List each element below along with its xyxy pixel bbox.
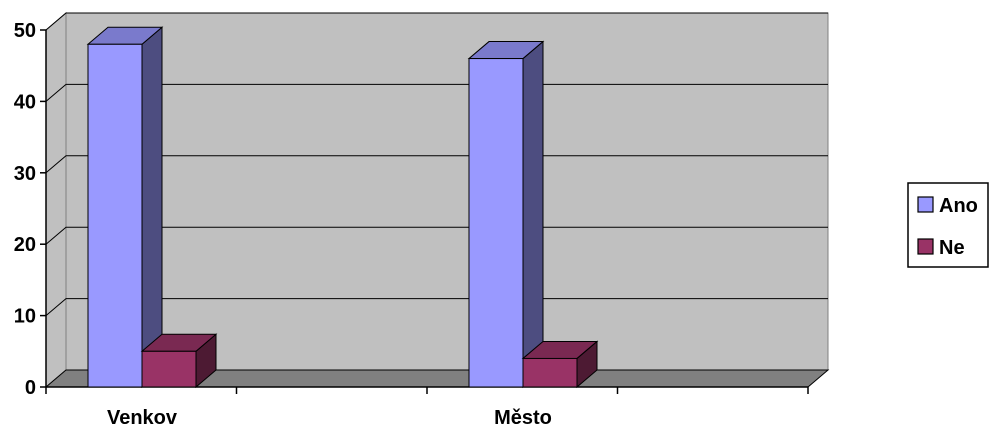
gridline-30	[45, 155, 828, 174]
side-wall	[45, 11, 67, 389]
category-label-0: Venkov	[107, 407, 178, 429]
axis-labels: 0 10 20 30 40 50 Venkov Město	[14, 20, 552, 429]
back-wall	[65, 12, 829, 371]
y-tick-label-0: 0	[25, 377, 36, 399]
bar-ne-1	[522, 357, 578, 388]
y-tick-label-10: 10	[14, 306, 36, 328]
legend-label-ne: Ne	[939, 237, 965, 259]
bar-ne-0	[141, 350, 197, 388]
gridline-10	[45, 298, 828, 316]
bar-ano-1	[468, 58, 524, 388]
gridline-40	[45, 83, 828, 102]
legend-swatch-ne	[917, 238, 934, 255]
legend-swatch-ano	[917, 196, 934, 213]
bar-ano-1-side	[522, 40, 544, 389]
legend: Ano Ne	[907, 182, 989, 268]
gridline-50	[45, 12, 828, 31]
gridlines	[45, 12, 828, 316]
gridline-20	[45, 226, 828, 245]
bar-ano-0-side	[141, 26, 163, 389]
y-tick-label-30: 30	[14, 163, 36, 185]
y-tick-label-50: 50	[14, 20, 36, 42]
y-tick-label-20: 20	[14, 234, 36, 256]
y-tick-label-40: 40	[14, 91, 36, 113]
bar-ano-0	[87, 43, 143, 388]
chart-walls	[45, 11, 829, 389]
category-label-1: Město	[494, 407, 552, 429]
bars	[86, 26, 599, 389]
legend-label-ano: Ano	[939, 195, 978, 217]
